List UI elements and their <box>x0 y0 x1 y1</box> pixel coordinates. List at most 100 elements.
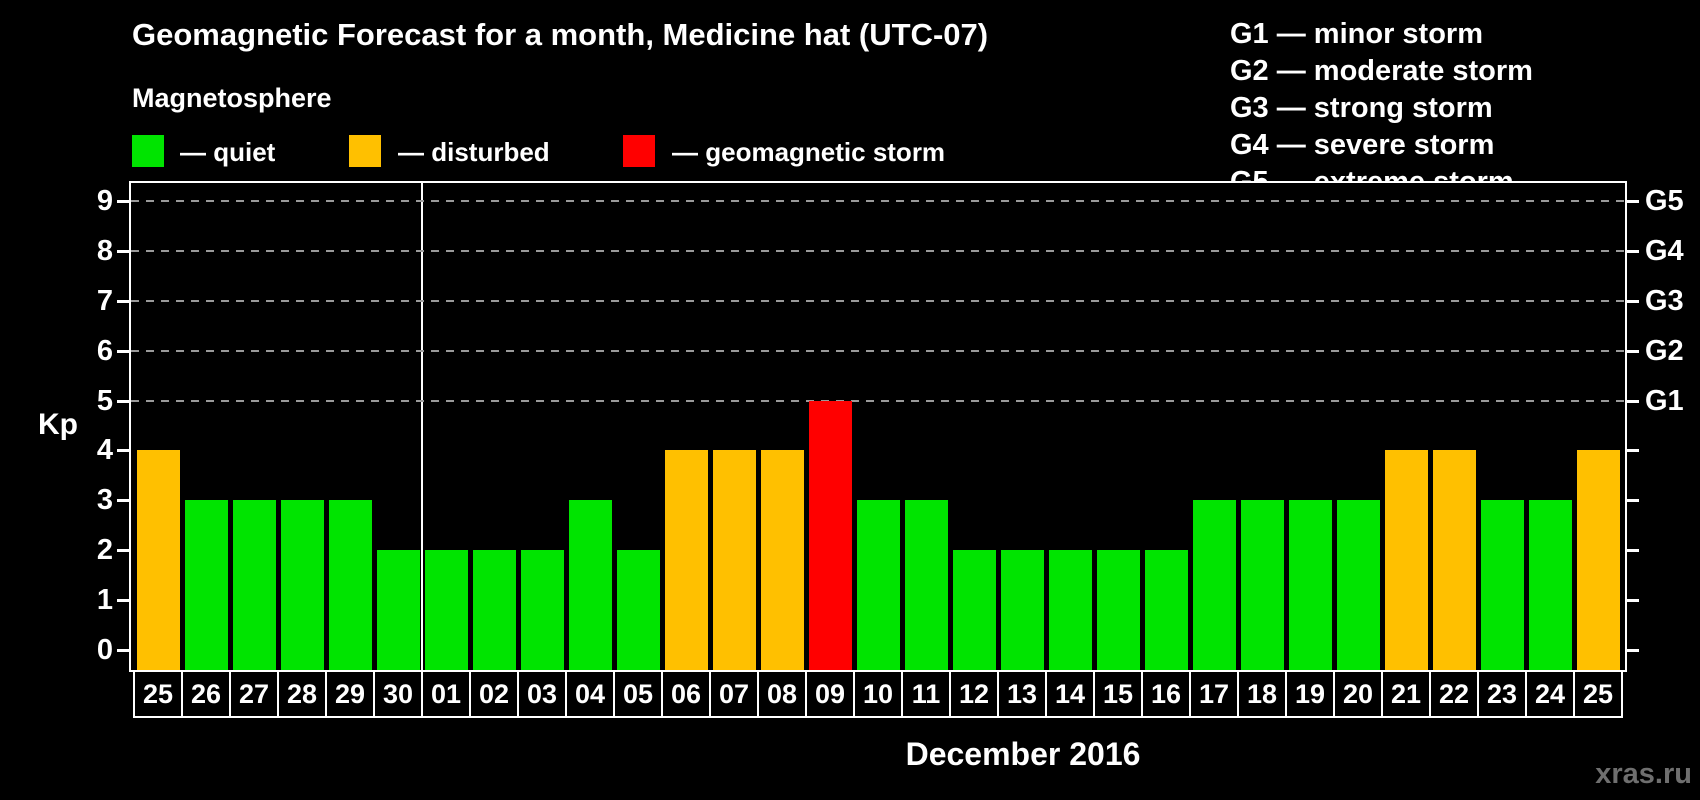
date-label-11: 11 <box>901 670 951 718</box>
y-tick-label: 7 <box>96 285 113 317</box>
gridline-kp9 <box>131 200 1625 202</box>
quiet-legend-swatch <box>132 135 164 167</box>
date-label-04: 04 <box>565 670 615 718</box>
date-label-16: 16 <box>1141 670 1191 718</box>
y-tick-label: 0 <box>96 634 113 666</box>
date-label-17: 17 <box>1189 670 1239 718</box>
date-label-24: 24 <box>1525 670 1575 718</box>
y-axis-tick <box>117 250 131 253</box>
kp-bar-day-30 <box>377 550 420 670</box>
kp-bar-day-29 <box>329 500 372 670</box>
y-tick-label: 3 <box>96 484 113 516</box>
kp-bar-day-25 <box>137 450 180 670</box>
right-axis-tick <box>1625 649 1639 652</box>
kp-bar-day-19 <box>1289 500 1332 670</box>
gridline-kp7 <box>131 300 1625 302</box>
date-label-28: 28 <box>277 670 327 718</box>
date-label-25: 25 <box>1573 670 1623 718</box>
kp-bar-day-26 <box>185 500 228 670</box>
g-tick-label-g4: G4 <box>1645 235 1684 267</box>
date-label-02: 02 <box>469 670 519 718</box>
kp-bar-day-11 <box>905 500 948 670</box>
kp-bar-day-18 <box>1241 500 1284 670</box>
kp-bar-day-20 <box>1337 500 1380 670</box>
y-axis-tick <box>117 549 131 552</box>
date-label-01: 01 <box>421 670 471 718</box>
kp-bar-day-10 <box>857 500 900 670</box>
gridline-kp5 <box>131 400 1625 402</box>
kp-bar-day-14 <box>1049 550 1092 670</box>
y-axis-tick <box>117 350 131 353</box>
kp-bar-day-12 <box>953 550 996 670</box>
y-tick-label: 2 <box>96 534 113 566</box>
g-tick-label-g5: G5 <box>1645 185 1684 217</box>
kp-bar-day-09 <box>809 401 852 670</box>
date-label-20: 20 <box>1333 670 1383 718</box>
kp-bar-day-24 <box>1529 500 1572 670</box>
disturbed-legend-swatch <box>349 135 381 167</box>
x-axis-title: December 2016 <box>905 736 1141 772</box>
right-axis-tick <box>1625 200 1639 203</box>
date-label-27: 27 <box>229 670 279 718</box>
disturbed-legend-label: — disturbed <box>398 137 550 167</box>
kp-bar-day-05 <box>617 550 660 670</box>
date-label-03: 03 <box>517 670 567 718</box>
y-axis-tick <box>117 300 131 303</box>
kp-bar-day-07 <box>713 450 756 670</box>
kp-bar-day-21 <box>1385 450 1428 670</box>
y-axis-tick <box>117 400 131 403</box>
g-scale-legend: G1 — minor storm G2 — moderate storm G3 … <box>1230 16 1533 201</box>
g4-legend-entry: G4 — severe storm <box>1230 129 1495 161</box>
right-axis-tick <box>1625 449 1639 452</box>
date-label-06: 06 <box>661 670 711 718</box>
kp-bar-day-17 <box>1193 500 1236 670</box>
kp-bar-day-23 <box>1481 500 1524 670</box>
date-label-12: 12 <box>949 670 999 718</box>
g2-legend-entry: G2 — moderate storm <box>1230 55 1533 87</box>
g-tick-label-g1: G1 <box>1645 385 1684 417</box>
y-axis-tick <box>117 200 131 203</box>
kp-bar-day-02 <box>473 550 516 670</box>
date-label-10: 10 <box>853 670 903 718</box>
date-label-19: 19 <box>1285 670 1335 718</box>
date-label-26: 26 <box>181 670 231 718</box>
right-axis-tick <box>1625 599 1639 602</box>
date-label-09: 09 <box>805 670 855 718</box>
date-label-18: 18 <box>1237 670 1287 718</box>
storm-legend-label: — geomagnetic storm <box>672 137 946 167</box>
magnetosphere-label: Magnetosphere <box>132 83 332 113</box>
y-tick-label: 1 <box>96 584 113 616</box>
kp-bar-day-04 <box>569 500 612 670</box>
y-axis-title: Kp <box>38 408 78 441</box>
g-tick-label-g2: G2 <box>1645 335 1684 367</box>
right-axis-tick <box>1625 250 1639 253</box>
date-label-29: 29 <box>325 670 375 718</box>
y-axis-tick <box>117 499 131 502</box>
right-axis-tick <box>1625 300 1639 303</box>
y-tick-label: 4 <box>96 434 113 466</box>
month-boundary-line <box>421 183 423 670</box>
kp-bar-day-01 <box>425 550 468 670</box>
kp-bar-day-16 <box>1145 550 1188 670</box>
date-label-07: 07 <box>709 670 759 718</box>
y-tick-label: 6 <box>96 335 113 367</box>
date-label-08: 08 <box>757 670 807 718</box>
date-label-14: 14 <box>1045 670 1095 718</box>
y-axis-tick <box>117 599 131 602</box>
date-label-30: 30 <box>373 670 423 718</box>
g3-legend-entry: G3 — strong storm <box>1230 92 1493 124</box>
kp-bar-day-03 <box>521 550 564 670</box>
date-label-21: 21 <box>1381 670 1431 718</box>
kp-bar-day-25 <box>1577 450 1620 670</box>
page-title: Geomagnetic Forecast for a month, Medici… <box>132 17 989 52</box>
kp-bar-day-28 <box>281 500 324 670</box>
date-label-22: 22 <box>1429 670 1479 718</box>
kp-bar-day-06 <box>665 450 708 670</box>
date-label-13: 13 <box>997 670 1047 718</box>
right-axis-tick <box>1625 350 1639 353</box>
date-label-25: 25 <box>133 670 183 718</box>
gridline-kp8 <box>131 250 1625 252</box>
quiet-legend-label: — quiet <box>180 137 276 167</box>
gridline-kp6 <box>131 350 1625 352</box>
date-label-05: 05 <box>613 670 663 718</box>
